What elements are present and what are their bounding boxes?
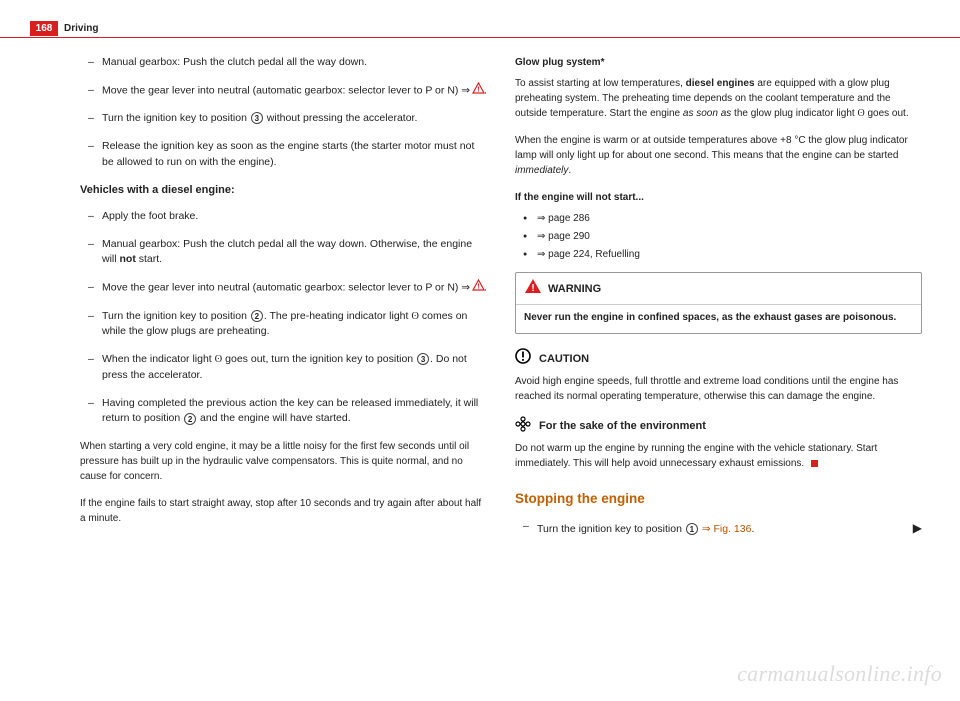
list-item: Turn the ignition key to position 3 with… [80,111,487,127]
paragraph: When starting a very cold engine, it may… [80,439,487,484]
warning-triangle-icon: ! [473,83,484,99]
svg-text:!: ! [531,283,534,294]
text: the glow plug indicator light [731,108,857,119]
list-item: ⇒ page 290 [515,229,922,244]
section-title: Driving [64,21,98,36]
content-columns: Manual gearbox: Push the clutch pedal al… [80,55,922,611]
list-item: Manual gearbox: Push the clutch pedal al… [80,55,487,71]
text: Turn the ignition key to position [102,310,250,322]
text: When the engine is warm or at outside te… [515,135,908,161]
text: and the engine will have started. [197,412,351,424]
warning-body: Never run the engine in confined spaces,… [516,305,921,334]
warning-title: WARNING [548,281,601,298]
text: When the indicator light [102,353,215,365]
glow-head: Glow plug system* [515,55,922,70]
left-column: Manual gearbox: Push the clutch pedal al… [80,55,487,611]
caution-body: Avoid high engine speeds, full throttle … [515,374,922,404]
text: Move the gear lever into neutral (automa… [102,282,473,294]
list-item: When the indicator light ʘ goes out, tur… [80,352,487,384]
svg-text:!: ! [477,86,479,93]
text: Do not warm up the engine by running the… [515,443,877,469]
position-2-icon: 2 [251,310,263,322]
warning-box: ! WARNING Never run the engine in confin… [515,272,922,334]
warning-box-header: ! WARNING [516,273,921,305]
text: Apply the foot brake. [102,210,198,222]
text: ⇒ page 286 [537,213,590,224]
list-item: Turn the ignition key to position 1 ⇒ Fi… [515,519,922,538]
italic: immediately [515,165,568,176]
text: . The pre-heating indicator light [264,310,411,322]
environment-body: Do not warm up the engine by running the… [515,441,922,471]
text: . [568,165,571,176]
text: To assist starting at low temperatures, [515,78,686,89]
text: . [751,523,754,535]
list-item: Having completed the previous action the… [80,396,487,428]
section-end-icon [811,460,818,467]
text: without pressing the accelerator. [264,112,418,124]
list-item: Release the ignition key as soon as the … [80,139,487,171]
text: ⇒ page 224, Refuelling [537,249,640,260]
text: goes out. [865,108,909,119]
flower-icon [515,416,531,438]
svg-text:!: ! [477,284,479,291]
text-wrap: Turn the ignition key to position 1 ⇒ Fi… [537,522,754,538]
position-1-icon: 1 [686,523,698,535]
caution-header: CAUTION [515,348,922,370]
position-2-icon: 2 [184,413,196,425]
list-item: ⇒ page 286 [515,211,922,226]
environment-header: For the sake of the environment [515,416,922,438]
caution-title: CAUTION [539,351,589,368]
continue-arrow-icon: ▶ [913,519,922,537]
nostart-head: If the engine will not start... [515,190,922,205]
list-item: Move the gear lever into neutral (automa… [80,83,487,99]
list-item: Manual gearbox: Push the clutch pedal al… [80,237,487,269]
warning-triangle-icon: ! [524,278,542,300]
position-3-icon: 3 [251,112,263,124]
page-number: 168 [30,21,58,36]
glow-plug-icon: ʘ [411,311,419,322]
stopping-heading: Stopping the engine [515,489,922,509]
paragraph: If the engine fails to start straight aw… [80,496,487,526]
bold: diesel engines [686,78,755,89]
list-item: ⇒ page 224, Refuelling [515,247,922,262]
position-3-icon: 3 [417,353,429,365]
warning-triangle-icon: ! [473,280,484,296]
page: 168 Driving Manual gearbox: Push the clu… [0,0,960,701]
italic: as soon as [683,108,731,119]
text: goes out, turn the ignition key to posit… [222,353,416,365]
glow-plug-icon: ʘ [857,108,864,119]
caution-icon [515,348,531,370]
text: Manual gearbox: Push the clutch pedal al… [102,56,367,68]
list-item: Move the gear lever into neutral (automa… [80,280,487,296]
text: Turn the ignition key to position [102,112,250,124]
header-rule [0,37,960,38]
watermark: carmanualsonline.info [737,661,942,687]
paragraph: When the engine is warm or at outside te… [515,133,922,178]
text: Turn the ignition key to position [537,523,685,535]
paragraph: To assist starting at low temperatures, … [515,76,922,121]
text: Move the gear lever into neutral (automa… [102,84,473,96]
text: ⇒ page 290 [537,231,590,242]
text: Release the ignition key as soon as the … [102,140,474,168]
bold: not [120,253,136,265]
right-column: Glow plug system* To assist starting at … [515,55,922,611]
diesel-subhead: Vehicles with a diesel engine: [80,182,487,199]
text: start. [136,253,162,265]
list-item: Turn the ignition key to position 2. The… [80,309,487,341]
list-item: Apply the foot brake. [80,209,487,225]
environment-title: For the sake of the environment [539,418,706,435]
figure-link[interactable]: ⇒ Fig. 136 [699,523,752,535]
